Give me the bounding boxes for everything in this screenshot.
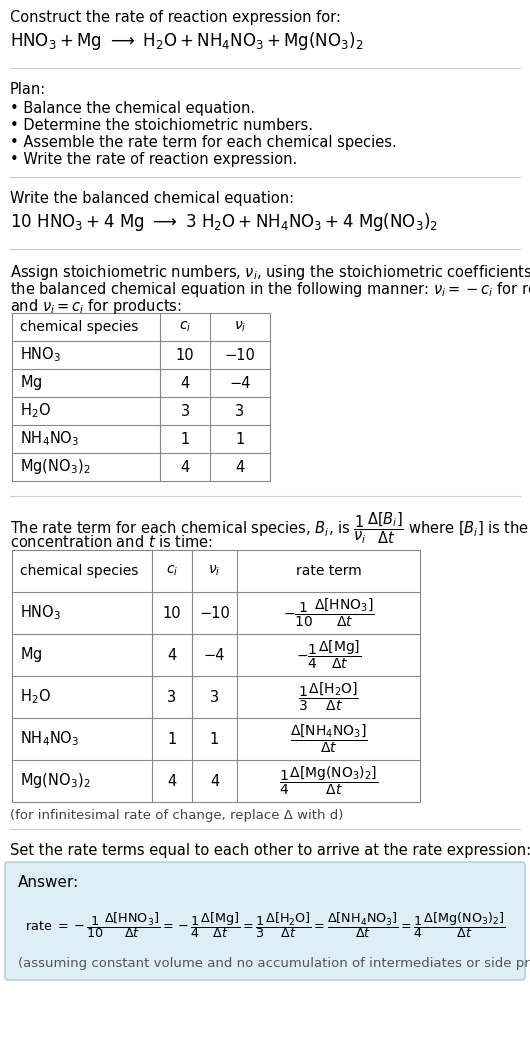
Bar: [12, 550, 420, 802]
Text: Assign stoichiometric numbers, $\nu_i$, using the stoichiometric coefficients, $: Assign stoichiometric numbers, $\nu_i$, …: [10, 263, 530, 282]
Text: 1: 1: [210, 731, 219, 747]
Text: concentration and $t$ is time:: concentration and $t$ is time:: [10, 535, 213, 550]
Text: 10: 10: [163, 606, 181, 620]
Text: $\mathrm{HNO_3 + Mg \ \longrightarrow \ H_2O + NH_4NO_3 + Mg(NO_3)_2}$: $\mathrm{HNO_3 + Mg \ \longrightarrow \ …: [10, 30, 364, 52]
Text: 4: 4: [167, 773, 176, 789]
Text: $\mathrm{Mg}$: $\mathrm{Mg}$: [20, 645, 42, 664]
Text: −10: −10: [225, 347, 255, 363]
Text: 3: 3: [180, 404, 190, 418]
Bar: [12, 313, 270, 481]
Text: −4: −4: [229, 376, 251, 390]
Text: $\dfrac{1}{4}\dfrac{\Delta[\mathrm{Mg(NO_3)_2}]}{\Delta t}$: $\dfrac{1}{4}\dfrac{\Delta[\mathrm{Mg(NO…: [279, 765, 378, 797]
Text: $\mathrm{NH_4NO_3}$: $\mathrm{NH_4NO_3}$: [20, 430, 80, 449]
Text: $\mathrm{Mg(NO_3)_2}$: $\mathrm{Mg(NO_3)_2}$: [20, 457, 91, 477]
Text: (assuming constant volume and no accumulation of intermediates or side products): (assuming constant volume and no accumul…: [18, 957, 530, 970]
Text: the balanced chemical equation in the following manner: $\nu_i = -c_i$ for react: the balanced chemical equation in the fo…: [10, 280, 530, 299]
Text: −4: −4: [204, 647, 225, 662]
Text: • Balance the chemical equation.: • Balance the chemical equation.: [10, 101, 255, 116]
Text: $-\dfrac{1}{4}\dfrac{\Delta[\mathrm{Mg}]}{\Delta t}$: $-\dfrac{1}{4}\dfrac{\Delta[\mathrm{Mg}]…: [296, 639, 361, 672]
Text: Plan:: Plan:: [10, 82, 46, 97]
Text: $\mathrm{Mg(NO_3)_2}$: $\mathrm{Mg(NO_3)_2}$: [20, 772, 91, 791]
Text: Write the balanced chemical equation:: Write the balanced chemical equation:: [10, 191, 294, 206]
Text: rate $= -\dfrac{1}{10}\dfrac{\Delta[\mathrm{HNO_3}]}{\Delta t}= -\dfrac{1}{4}\df: rate $= -\dfrac{1}{10}\dfrac{\Delta[\mat…: [25, 910, 505, 940]
Text: 3: 3: [167, 689, 176, 705]
Text: $\mathrm{10\ HNO_3 + 4\ Mg \ \longrightarrow \ 3\ H_2O + NH_4NO_3 + 4\ Mg(NO_3)_: $\mathrm{10\ HNO_3 + 4\ Mg \ \longrighta…: [10, 211, 438, 233]
Text: 3: 3: [235, 404, 244, 418]
Text: $\mathrm{H_2O}$: $\mathrm{H_2O}$: [20, 402, 51, 420]
Text: chemical species: chemical species: [20, 320, 138, 334]
Text: 4: 4: [210, 773, 219, 789]
Text: • Assemble the rate term for each chemical species.: • Assemble the rate term for each chemic…: [10, 135, 397, 150]
Text: rate term: rate term: [296, 564, 361, 578]
Text: 4: 4: [180, 459, 190, 475]
Text: $\mathrm{HNO_3}$: $\mathrm{HNO_3}$: [20, 345, 61, 364]
Text: chemical species: chemical species: [20, 564, 138, 578]
Text: $\mathrm{NH_4NO_3}$: $\mathrm{NH_4NO_3}$: [20, 730, 80, 748]
Text: $\dfrac{\Delta[\mathrm{NH_4NO_3}]}{\Delta t}$: $\dfrac{\Delta[\mathrm{NH_4NO_3}]}{\Delt…: [289, 723, 367, 755]
Text: 10: 10: [175, 347, 195, 363]
Text: • Determine the stoichiometric numbers.: • Determine the stoichiometric numbers.: [10, 118, 313, 133]
Text: 1: 1: [235, 432, 245, 447]
Text: $\mathrm{Mg}$: $\mathrm{Mg}$: [20, 373, 42, 392]
Text: $\dfrac{1}{3}\dfrac{\Delta[\mathrm{H_2O}]}{\Delta t}$: $\dfrac{1}{3}\dfrac{\Delta[\mathrm{H_2O}…: [298, 681, 359, 713]
FancyBboxPatch shape: [5, 862, 525, 980]
Text: −10: −10: [199, 606, 230, 620]
Text: 3: 3: [210, 689, 219, 705]
Text: Set the rate terms equal to each other to arrive at the rate expression:: Set the rate terms equal to each other t…: [10, 843, 530, 858]
Text: $\mathrm{HNO_3}$: $\mathrm{HNO_3}$: [20, 604, 61, 622]
Text: $\nu_i$: $\nu_i$: [234, 320, 246, 335]
Text: $\nu_i$: $\nu_i$: [208, 564, 220, 578]
Text: • Write the rate of reaction expression.: • Write the rate of reaction expression.: [10, 152, 297, 167]
Text: Construct the rate of reaction expression for:: Construct the rate of reaction expressio…: [10, 10, 341, 25]
Text: (for infinitesimal rate of change, replace Δ with d): (for infinitesimal rate of change, repla…: [10, 809, 343, 822]
Text: $-\dfrac{1}{10}\dfrac{\Delta[\mathrm{HNO_3}]}{\Delta t}$: $-\dfrac{1}{10}\dfrac{\Delta[\mathrm{HNO…: [282, 597, 374, 630]
Text: 1: 1: [167, 731, 176, 747]
Text: $c_i$: $c_i$: [179, 320, 191, 335]
Text: and $\nu_i = c_i$ for products:: and $\nu_i = c_i$ for products:: [10, 297, 182, 316]
Text: $c_i$: $c_i$: [166, 564, 178, 578]
Text: 4: 4: [167, 647, 176, 662]
Text: 4: 4: [180, 376, 190, 390]
Text: $\mathrm{H_2O}$: $\mathrm{H_2O}$: [20, 687, 51, 706]
Text: The rate term for each chemical species, $B_i$, is $\dfrac{1}{\nu_i}\dfrac{\Delt: The rate term for each chemical species,…: [10, 510, 530, 546]
Text: 1: 1: [180, 432, 190, 447]
Text: Answer:: Answer:: [18, 876, 80, 890]
Text: 4: 4: [235, 459, 245, 475]
